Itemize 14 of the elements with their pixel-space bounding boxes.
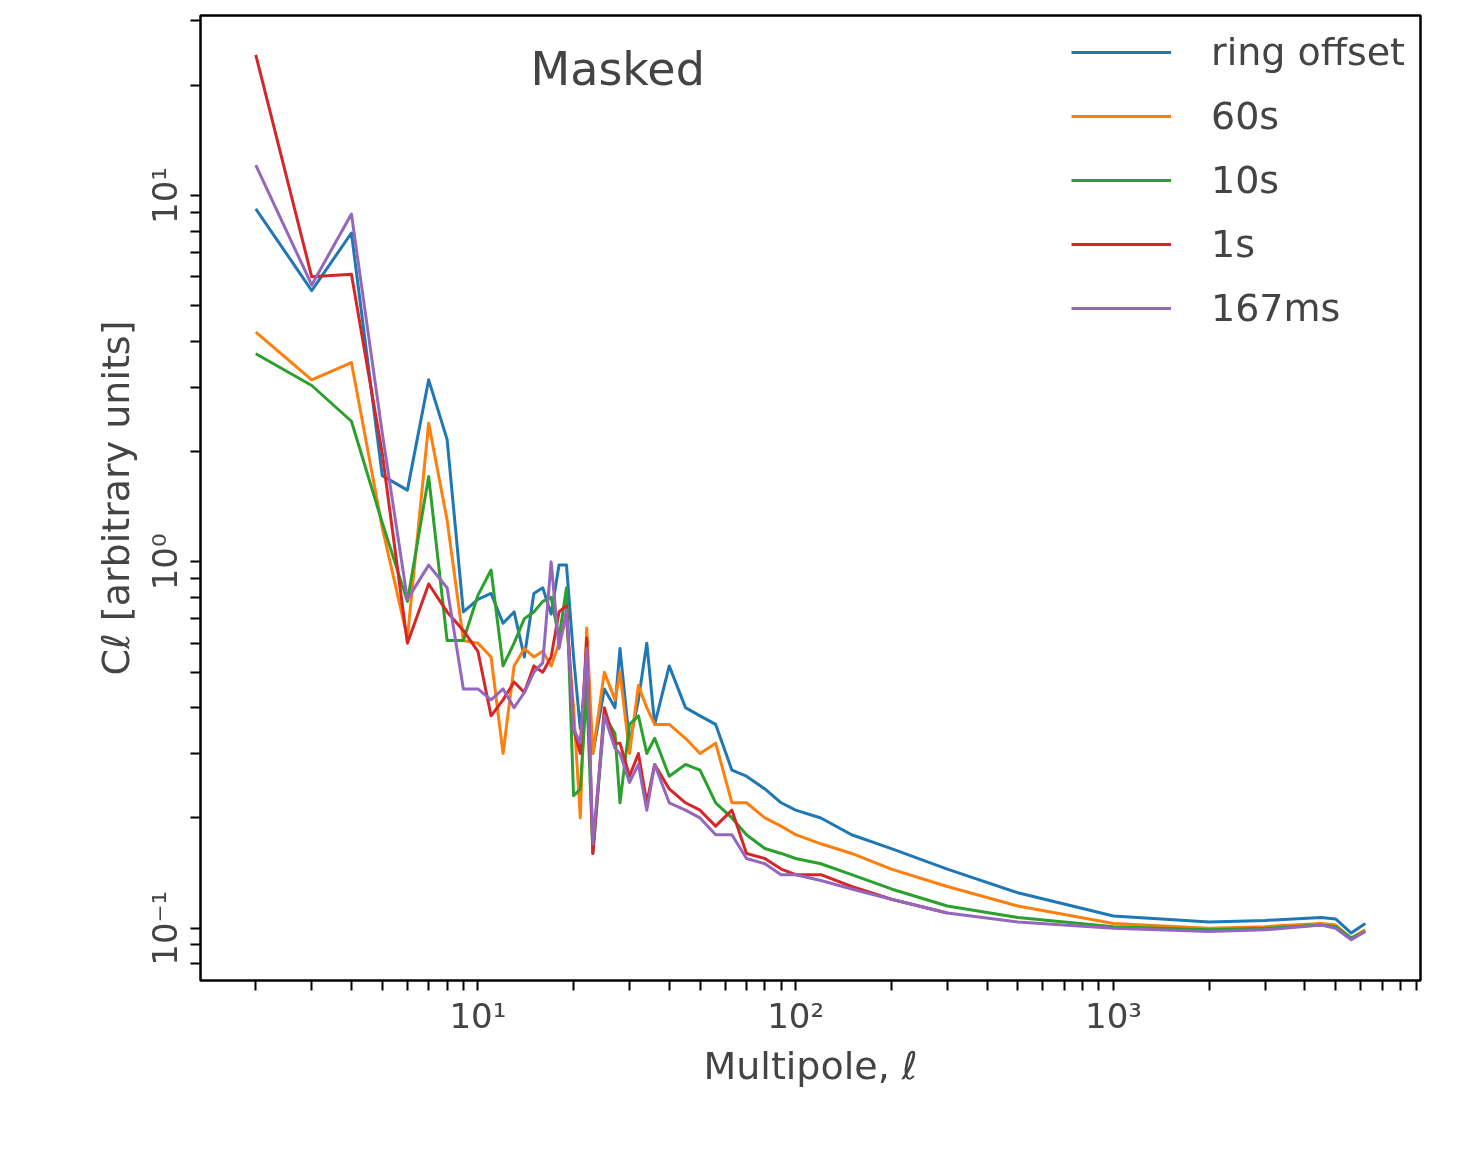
y-tick-label: 10¹	[145, 167, 186, 224]
x-tick-label: 10³	[1085, 995, 1142, 1036]
legend-label: 10s	[1211, 158, 1280, 202]
legend-label: 1s	[1211, 222, 1255, 266]
x-axis-title: Multipole, ℓ	[703, 1043, 918, 1088]
legend-label: 60s	[1211, 94, 1280, 138]
y-tick-label: 10⁰	[145, 533, 186, 591]
y-axis-title: Cℓ [arbitrary units]	[93, 320, 138, 676]
x-tick-label: 10²	[767, 995, 825, 1036]
legend-label: 167ms	[1211, 286, 1341, 330]
annotation: Masked	[530, 41, 705, 96]
legend-label: ring offset	[1211, 30, 1405, 74]
x-tick-label: 10¹	[449, 995, 507, 1036]
y-tick-label: 10⁻¹	[145, 890, 186, 966]
